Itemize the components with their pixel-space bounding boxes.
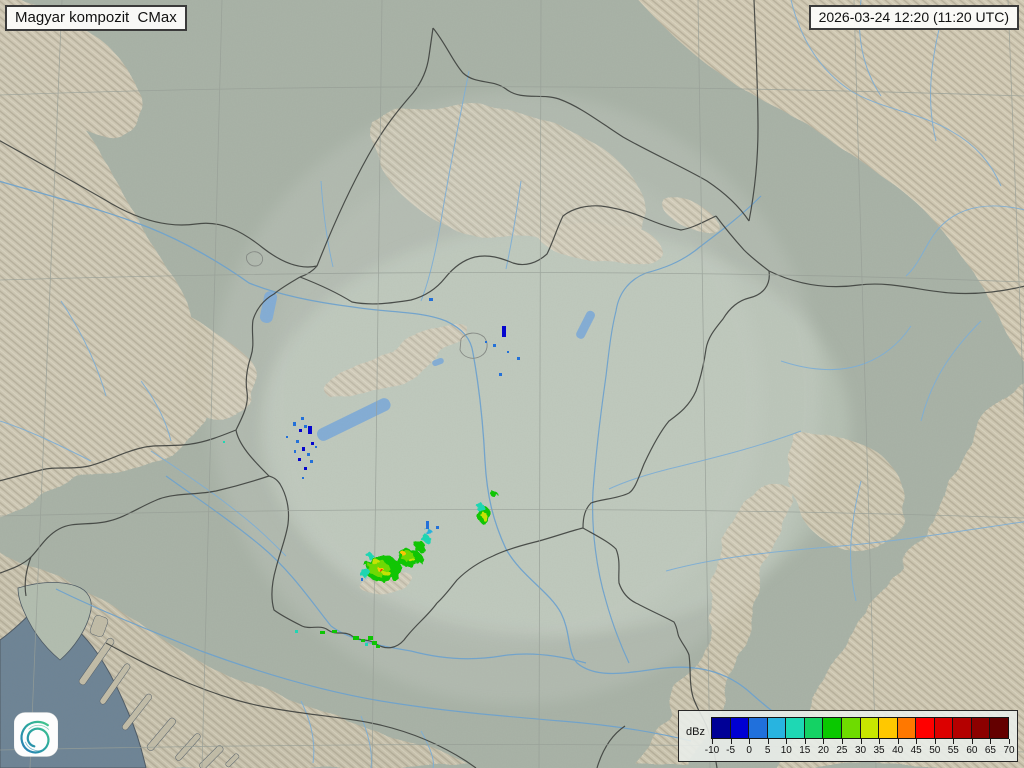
colorbar-tick-label: 55 — [947, 745, 959, 756]
colorbar-cell — [952, 717, 972, 739]
colorbar-unit-label: dBz — [686, 726, 705, 738]
colorbar-tick-mark — [804, 739, 806, 744]
colorbar-cell — [859, 717, 880, 739]
logo-background — [14, 712, 58, 757]
colorbar-tick-mark — [990, 739, 992, 744]
colorbar-tick-mark — [841, 739, 843, 744]
colorbar-cell — [822, 717, 842, 739]
colorbar-cell — [803, 717, 824, 739]
colorbar-tick-mark — [860, 739, 862, 744]
colorbar-cell — [711, 717, 731, 739]
colorbar-tick-label: 65 — [984, 745, 996, 756]
colorbar-tick-mark — [712, 739, 713, 744]
colorbar-cell — [785, 717, 805, 739]
colorbar-cell — [840, 717, 861, 739]
colorbar-cell — [989, 717, 1009, 739]
colorbar-cell — [748, 717, 768, 739]
colorbar-tick-label: -10 — [704, 745, 720, 756]
colorbar-tick-mark — [953, 739, 955, 744]
colorbar-tick-label: 15 — [799, 745, 811, 756]
colorbar-tick-label: 25 — [836, 745, 848, 756]
colorbar-cell — [896, 717, 917, 739]
colorbar-tick-mark — [971, 739, 973, 744]
colorbar-tick-label: 50 — [929, 745, 941, 756]
colorbar-tick-mark — [786, 739, 788, 744]
colorbar-cell — [933, 717, 954, 739]
colorbar-tick-label: 70 — [1003, 745, 1015, 756]
colorbar-tick-label: 30 — [854, 745, 867, 756]
product-label: Magyar kompozit CMax — [5, 5, 187, 31]
colorbar-tick-mark — [934, 739, 936, 744]
colorbar-tick-mark — [730, 739, 732, 744]
colorbar-tick-label: 5 — [764, 745, 771, 756]
colorbar-ticks: -10 -5 0 5 10 15 20 25 30 35 40 45 50 55 60 65 70 — [705, 739, 1015, 759]
colorbar-tick-label: 10 — [780, 745, 792, 756]
colorbar-tick-mark — [767, 739, 769, 744]
colorbar-cell — [729, 717, 750, 739]
colorbar-tick-label: 0 — [746, 745, 752, 756]
spiral-logo-icon — [20, 720, 50, 754]
colorbar-tick-label: 40 — [892, 745, 904, 756]
colorbar-tick-mark — [879, 739, 881, 744]
colorbar-tick-mark — [823, 739, 825, 744]
colorbar-cell — [878, 717, 898, 739]
colorbar-tick-label: 35 — [873, 745, 885, 756]
colorbar-tick-label: -5 — [726, 745, 736, 756]
colorbar-tick-mark — [897, 739, 899, 744]
colorbar-tick-label: 45 — [910, 745, 922, 756]
colorbar-tick-mark — [1009, 739, 1010, 744]
colorbar-tick-mark — [749, 739, 751, 744]
colorbar-tick-label: 20 — [817, 745, 829, 756]
colorbar-tick-label: 60 — [966, 745, 978, 756]
hungaromet-logo — [14, 712, 58, 757]
colorbar-cell — [970, 717, 991, 739]
colorbar-cell — [766, 717, 787, 739]
colorbar-cells — [711, 717, 1009, 739]
timestamp-label: 2026-03-24 12:20 (11:20 UTC) — [808, 5, 1019, 30]
colorbar-cell — [915, 717, 935, 739]
colorbar-tick-mark — [916, 739, 918, 744]
colorbar: dBz -10 -5 0 5 10 15 20 25 30 35 40 45 50 55 60 65 70 — [678, 710, 1018, 762]
